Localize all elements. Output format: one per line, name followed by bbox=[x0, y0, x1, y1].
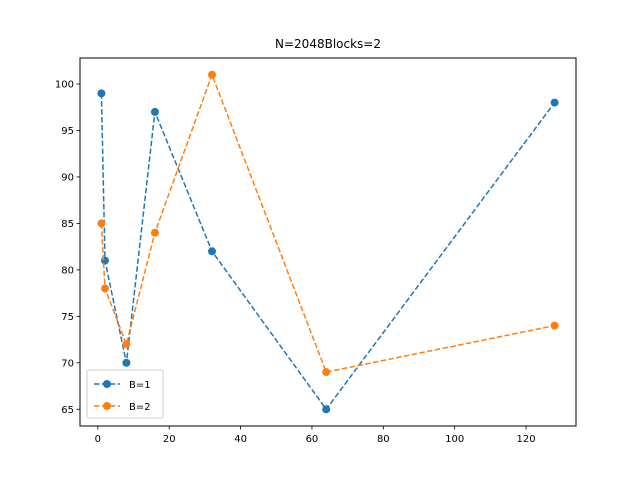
x-tick-label: 80 bbox=[377, 434, 390, 445]
x-tick-label: 40 bbox=[234, 434, 247, 445]
data-point bbox=[208, 70, 217, 79]
data-point bbox=[208, 247, 217, 256]
legend-marker bbox=[103, 380, 111, 388]
axes-frame bbox=[79, 57, 577, 427]
y-tick-label: 95 bbox=[61, 126, 74, 137]
y-tick-label: 100 bbox=[55, 80, 74, 91]
y-tick-label: 85 bbox=[61, 219, 74, 230]
data-point bbox=[122, 340, 131, 349]
data-point bbox=[97, 89, 106, 98]
data-point bbox=[150, 107, 159, 116]
legend-box bbox=[86, 369, 164, 419]
legend-label: B=1 bbox=[129, 380, 151, 391]
x-tick-label: 0 bbox=[95, 434, 101, 445]
data-point bbox=[122, 358, 131, 367]
data-point bbox=[322, 368, 331, 377]
y-tick-label: 75 bbox=[61, 312, 74, 323]
data-point bbox=[100, 284, 109, 293]
legend-marker bbox=[103, 402, 111, 410]
y-tick-label: 65 bbox=[61, 405, 74, 416]
data-point bbox=[150, 228, 159, 237]
x-tick-label: 120 bbox=[516, 434, 535, 445]
x-tick-label: 60 bbox=[306, 434, 319, 445]
y-tick-label: 80 bbox=[61, 265, 74, 276]
legend-label: B=2 bbox=[129, 402, 151, 413]
data-point bbox=[100, 256, 109, 265]
data-point bbox=[97, 219, 106, 228]
y-tick-label: 70 bbox=[61, 358, 74, 369]
data-point bbox=[550, 321, 559, 330]
plot-area bbox=[97, 70, 559, 414]
data-point bbox=[322, 405, 331, 414]
y-tick-label: 90 bbox=[61, 172, 74, 183]
x-tick-label: 100 bbox=[445, 434, 464, 445]
chart-title: N=2048Blocks=2 bbox=[275, 37, 381, 51]
data-point bbox=[550, 98, 559, 107]
legend: B=1 B=2 bbox=[86, 369, 164, 419]
x-tick-label: 20 bbox=[163, 434, 176, 445]
